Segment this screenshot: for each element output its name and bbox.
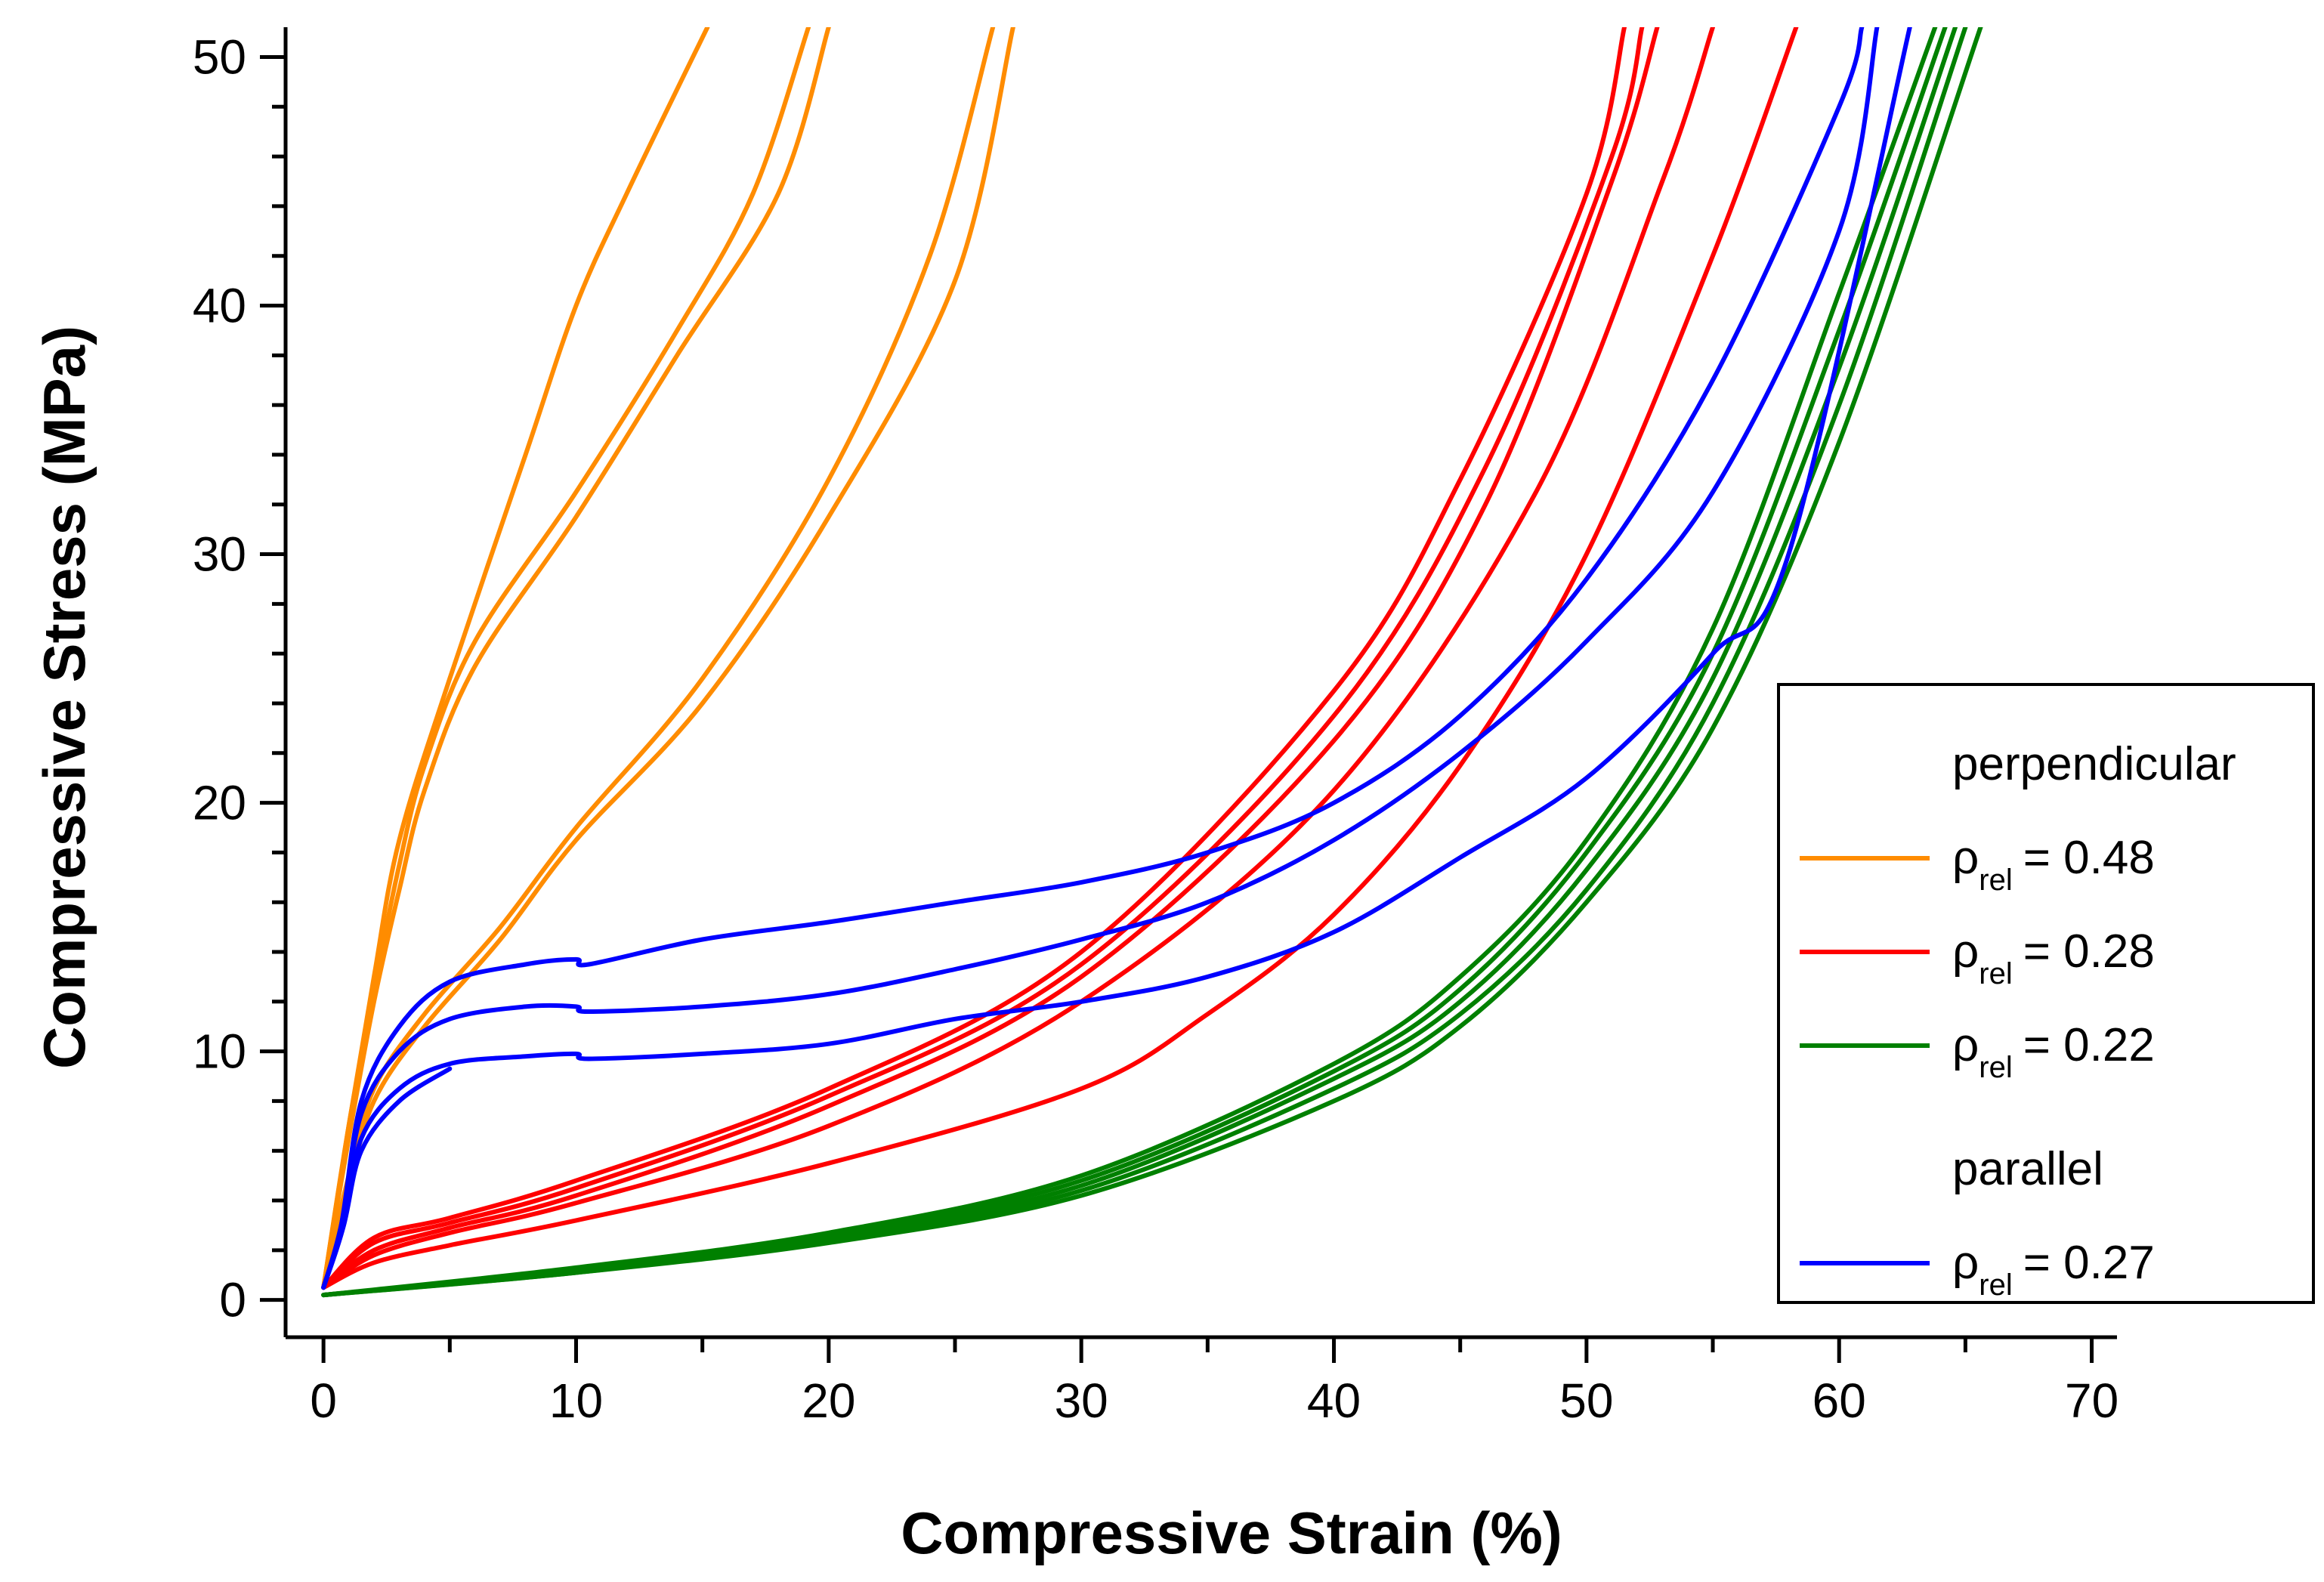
x-axis-title: Compressive Strain (%)	[901, 1500, 1562, 1566]
x-tick-label: 10	[549, 1373, 603, 1428]
series-line-9	[321, 27, 1715, 1290]
series-line-19	[321, 1066, 453, 1290]
x-tick-label: 60	[1813, 1373, 1866, 1428]
y-tick-label: 30	[193, 527, 246, 582]
y-tick-label: 10	[193, 1024, 246, 1079]
series-line-18	[321, 27, 1912, 1290]
series-line-4	[321, 27, 996, 1290]
legend-entry-label: ρrel = 0.48	[1952, 832, 2155, 897]
series-line-10	[321, 27, 1799, 1290]
series-line-5	[321, 27, 1015, 1290]
series-line-2	[321, 27, 811, 1290]
series-line-3	[321, 27, 831, 1290]
y-tick-label: 20	[193, 776, 246, 830]
axes-layer: 0 10 20 30 40 50 60 70 0 10 20 30 40 50 Compressive St…	[31, 27, 2118, 1566]
y-axis-title: Compressive Stress (MPa)	[31, 326, 97, 1069]
legend-group-heading: parallel	[1952, 1143, 2103, 1195]
series-line-15	[321, 27, 1983, 1298]
x-tick-label: 50	[1559, 1373, 1613, 1428]
series-line-17	[321, 27, 1880, 1290]
legend-entry-label: ρrel = 0.22	[1952, 1019, 2155, 1084]
series-line-1	[321, 27, 710, 1290]
x-tick-label: 20	[802, 1373, 855, 1428]
y-tick-label: 0	[219, 1273, 246, 1327]
series-line-16	[321, 27, 1865, 1290]
x-tick-label: 0	[310, 1373, 337, 1428]
series-line-7	[321, 27, 1645, 1290]
curves-layer	[321, 27, 1983, 1298]
y-tick-label: 40	[193, 279, 246, 333]
x-tick-label: 40	[1307, 1373, 1361, 1428]
series-line-13	[321, 27, 1958, 1298]
series-line-6	[321, 27, 1627, 1290]
y-tick-label: 50	[193, 29, 246, 84]
legend-box	[1777, 683, 2315, 1304]
legend-group-heading: perpendicular	[1952, 738, 2236, 790]
series-line-8	[321, 27, 1660, 1290]
x-tick-label: 30	[1055, 1373, 1108, 1428]
x-tick-label: 70	[2065, 1373, 2118, 1428]
series-line-12	[321, 27, 1948, 1298]
legend: perpendicular ρrel = 0.48 ρrel = 0.28 ρrel = 0…	[1777, 683, 2315, 1304]
series-line-11	[321, 27, 1938, 1298]
legend-entry-label: ρrel = 0.27	[1952, 1237, 2155, 1302]
legend-entry-label: ρrel = 0.28	[1952, 925, 2155, 990]
